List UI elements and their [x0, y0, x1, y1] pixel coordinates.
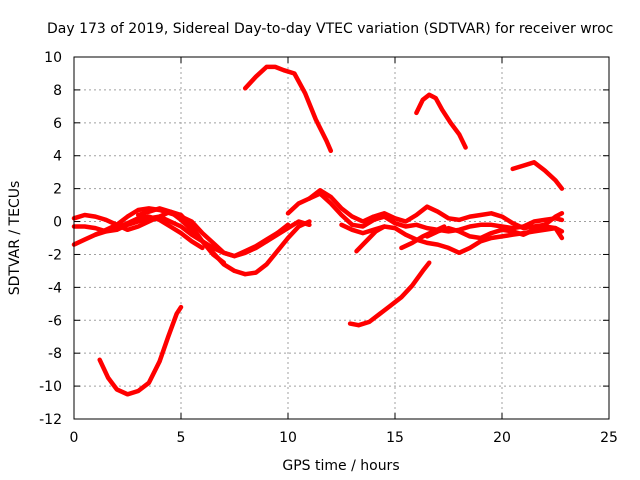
- y-tick-label: 2: [53, 182, 62, 198]
- y-tick-label: -6: [48, 313, 62, 329]
- series-arc-high-3: [510, 160, 565, 191]
- x-tick-label: 10: [279, 430, 297, 446]
- chart-title: Day 173 of 2019, Sidereal Day-to-day VTE…: [47, 21, 613, 37]
- x-tick-label: 15: [386, 430, 404, 446]
- y-tick-label: 4: [53, 149, 62, 165]
- x-axis-label: GPS time / hours: [282, 458, 399, 474]
- y-tick-label: 10: [44, 50, 62, 66]
- series-arc-high-1: [242, 64, 334, 154]
- series-group: [71, 64, 565, 397]
- series-band-9: [264, 219, 312, 244]
- x-tick-label: 25: [600, 430, 618, 446]
- series-band-10: [354, 224, 387, 254]
- tick-group: 0 5 10 15 20 25 -12 -10 -8 -6 -4 -2 0 2 4 6 8 10: [39, 50, 618, 446]
- y-tick-label: 0: [53, 215, 62, 231]
- series-band-5: [93, 214, 205, 251]
- y-tick-label: -2: [48, 247, 62, 263]
- y-tick-label: -10: [39, 379, 62, 395]
- x-tick-label: 0: [70, 430, 79, 446]
- y-axis-label: SDTVAR / TECUs: [7, 181, 23, 296]
- series-arc-low-1: [97, 304, 184, 397]
- y-tick-label: -4: [48, 280, 62, 296]
- series-arc-neg-1: [347, 260, 432, 328]
- y-tick-label: -8: [48, 346, 62, 362]
- y-tick-label: 6: [53, 116, 62, 132]
- x-tick-label: 20: [493, 430, 511, 446]
- x-tick-label: 5: [177, 430, 186, 446]
- plot-frame: [73, 56, 610, 420]
- y-tick-label: 8: [53, 83, 62, 99]
- grid: [74, 57, 609, 419]
- y-tick-label: -12: [39, 412, 62, 428]
- series-arc-high-2: [414, 92, 468, 150]
- series-band-7: [307, 188, 565, 231]
- series-band-12: [424, 224, 565, 241]
- series-band-4: [135, 206, 312, 277]
